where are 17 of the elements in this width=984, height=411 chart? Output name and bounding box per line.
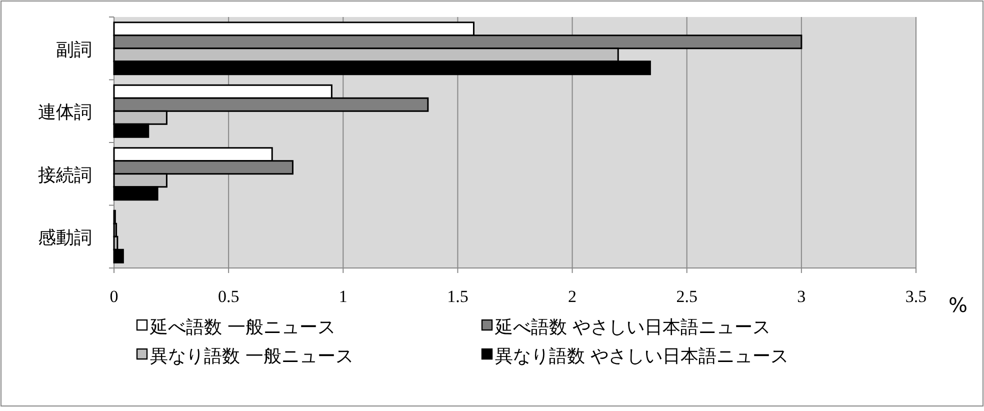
- legend-label: 延べ語数 やさしい日本語ニュース: [494, 317, 771, 338]
- x-tick-label: 3.5: [905, 287, 927, 306]
- x-tick-label: 0: [110, 287, 118, 306]
- x-tick-label: 2.5: [676, 287, 698, 306]
- x-tick-label: 3: [797, 287, 806, 306]
- legend-label: 異なり語数 やさしい日本語ニュース: [495, 346, 789, 367]
- x-axis-title: %: [948, 293, 968, 317]
- y-tick-label: 連体詞: [38, 102, 92, 124]
- x-tick-label: 1.5: [447, 287, 468, 306]
- x-tick-label: 0.5: [218, 287, 240, 306]
- legend-label: 延べ語数 一般ニュース: [149, 317, 336, 338]
- y-tick-label: 副詞: [56, 39, 92, 60]
- y-tick-label: 感動詞: [38, 228, 92, 249]
- x-tick-label: 2: [568, 287, 577, 306]
- x-tick-label: 1: [338, 287, 348, 306]
- legend-label: 異なり語数 一般ニュース: [150, 346, 354, 367]
- y-tick-label: 接続詞: [38, 164, 92, 186]
